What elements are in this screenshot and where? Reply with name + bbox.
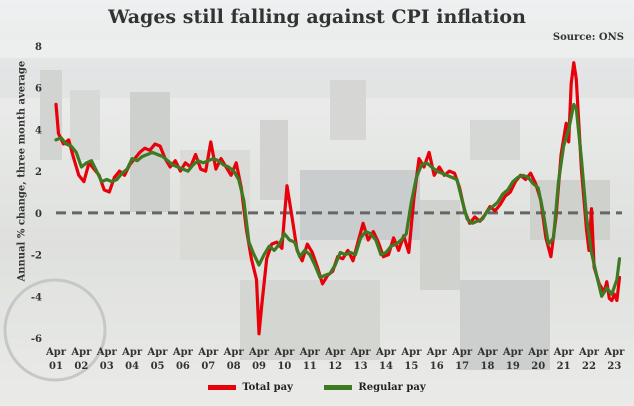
x-tick-label: 09 xyxy=(252,361,266,372)
y-axis-ticks: 8 6 4 2 0 -2 -4 -6 xyxy=(31,42,42,345)
x-tick-label: 07 xyxy=(201,361,215,372)
chart-title: Wages still falling against CPI inflatio… xyxy=(108,6,526,28)
x-tick-label: Apr xyxy=(147,347,169,358)
x-tick-label: 03 xyxy=(100,361,114,372)
x-tick-label: 22 xyxy=(582,361,596,372)
y-axis-label: Annual % change, three month average xyxy=(16,60,28,282)
x-tick-label: 21 xyxy=(557,361,571,372)
legend-item-regular-pay: Regular pay xyxy=(324,382,426,393)
x-tick-label: Apr xyxy=(527,347,549,358)
x-axis-ticks: Apr 01 Apr 02 Apr 03 Apr 04 Apr 05 Apr 06 Apr 07 Apr 08… xyxy=(45,347,625,372)
y-tick-label: 4 xyxy=(35,125,42,136)
chart-source: Source: ONS xyxy=(552,32,624,43)
x-tick-label: 17 xyxy=(455,361,469,372)
y-tick-label: 2 xyxy=(35,167,42,178)
x-tick-label: Apr xyxy=(375,347,397,358)
x-tick-label: Apr xyxy=(603,347,625,358)
x-tick-label: 10 xyxy=(277,361,291,372)
x-tick-label: Apr xyxy=(273,347,295,358)
y-tick-label: 0 xyxy=(35,209,42,220)
x-tick-label: Apr xyxy=(451,347,473,358)
x-tick-label: Apr xyxy=(350,347,372,358)
x-tick-label: 16 xyxy=(430,361,444,372)
series-line-total-pay xyxy=(54,61,622,336)
x-tick-label: 18 xyxy=(481,361,495,372)
x-tick-label: Apr xyxy=(96,347,118,358)
x-tick-label: 06 xyxy=(176,361,190,372)
x-tick-label: Apr xyxy=(426,347,448,358)
x-tick-label: Apr xyxy=(223,347,245,358)
legend-swatch-regular-pay xyxy=(324,385,353,390)
x-tick-label: Apr xyxy=(553,347,575,358)
x-tick-label: 20 xyxy=(531,361,545,372)
x-tick-label: 01 xyxy=(49,361,63,372)
x-tick-label: Apr xyxy=(578,347,600,358)
x-tick-label: 14 xyxy=(379,361,393,372)
x-tick-label: Apr xyxy=(172,347,194,358)
series-line-regular-pay xyxy=(54,102,622,298)
x-tick-label: 05 xyxy=(151,361,165,372)
x-tick-label: Apr xyxy=(299,347,321,358)
x-tick-label: 23 xyxy=(607,361,621,372)
x-tick-label: 02 xyxy=(74,361,88,372)
x-tick-label: Apr xyxy=(400,347,422,358)
legend-item-total-pay: Total pay xyxy=(208,382,293,393)
x-tick-label: Apr xyxy=(324,347,346,358)
x-tick-label: 11 xyxy=(303,361,317,372)
x-tick-label: 08 xyxy=(227,361,241,372)
legend: Total pay Regular pay xyxy=(0,382,634,393)
x-tick-label: Apr xyxy=(502,347,524,358)
x-tick-label: Apr xyxy=(121,347,143,358)
x-tick-label: 19 xyxy=(506,361,520,372)
y-tick-label: -2 xyxy=(31,251,42,262)
x-tick-label: Apr xyxy=(248,347,270,358)
x-tick-label: Apr xyxy=(45,347,67,358)
x-tick-label: Apr xyxy=(476,347,498,358)
y-tick-label: 6 xyxy=(35,84,42,95)
x-tick-label: 13 xyxy=(354,361,368,372)
y-tick-label: 8 xyxy=(35,42,42,53)
x-tick-label: 15 xyxy=(404,361,418,372)
x-tick-label: Apr xyxy=(70,347,92,358)
legend-label-regular-pay: Regular pay xyxy=(358,382,426,393)
y-tick-label: -4 xyxy=(31,292,42,303)
legend-swatch-total-pay xyxy=(208,385,237,390)
x-tick-label: 04 xyxy=(125,361,139,372)
legend-label-total-pay: Total pay xyxy=(242,382,293,393)
x-tick-label: 12 xyxy=(328,361,342,372)
x-tick-label: Apr xyxy=(197,347,219,358)
y-tick-label: -6 xyxy=(31,334,42,345)
